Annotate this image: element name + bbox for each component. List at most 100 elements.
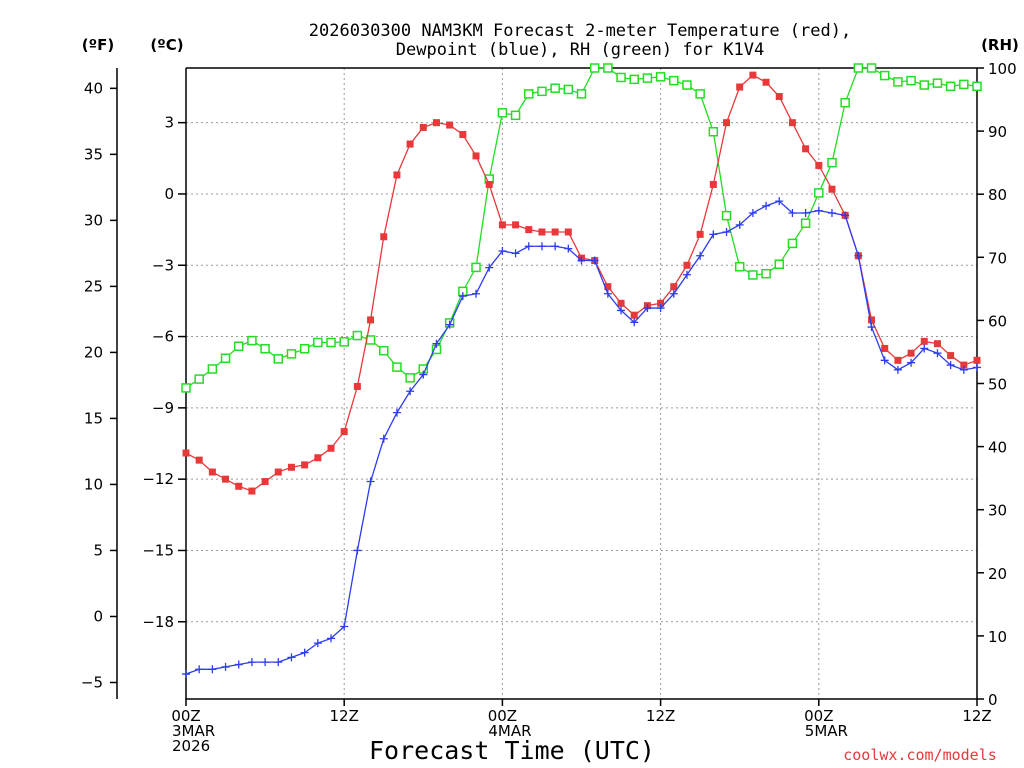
x-tick-label: 12Z — [646, 707, 675, 725]
dewpoint-point — [682, 270, 691, 279]
rh-point — [603, 63, 613, 73]
fahrenheit-tick-label: 35 — [84, 145, 103, 163]
grid-lines — [186, 68, 977, 699]
rh-point — [313, 337, 323, 348]
temperature-point — [762, 78, 770, 86]
rh-point — [471, 262, 481, 273]
dewpoint-point — [841, 211, 850, 220]
temperature-point — [775, 93, 783, 101]
temperature-point — [894, 356, 902, 364]
x-tick-label: 3MAR — [172, 722, 215, 740]
dewpoint-point — [274, 658, 283, 667]
dewpoint-point — [247, 658, 256, 667]
temperature-point — [788, 119, 796, 127]
dewpoint-point — [669, 289, 678, 298]
fahrenheit-tick-label: −5 — [81, 673, 103, 691]
rh-point — [273, 354, 284, 364]
temperature-point — [815, 161, 823, 169]
rh-point — [919, 80, 930, 90]
rh-point — [326, 337, 336, 348]
x-tick-label: 5MAR — [805, 722, 848, 740]
celsius-tick-label: −12 — [142, 470, 174, 488]
dewpoint-point — [880, 356, 889, 365]
rh-point — [194, 374, 204, 384]
rh-tick-label: 50 — [988, 376, 1007, 394]
dewpoint-point — [340, 622, 349, 631]
rh-point — [550, 83, 560, 93]
dewpoint-point — [419, 370, 428, 379]
dewpoint-point — [300, 648, 309, 657]
dewpoint-point — [762, 201, 771, 210]
rh-point — [695, 89, 705, 99]
temperature-point — [973, 356, 981, 364]
dewpoint-point — [920, 344, 929, 353]
temperature-point — [617, 299, 625, 307]
temperature-point — [868, 316, 876, 324]
temperature-line — [185, 74, 978, 492]
dewpoint-point — [221, 662, 230, 671]
rh-point — [629, 74, 639, 85]
rh-point — [286, 349, 297, 359]
temperature-point — [182, 449, 190, 457]
dewpoint-point — [511, 249, 520, 258]
rh-point — [827, 157, 837, 168]
temperature-point — [630, 311, 638, 319]
celsius-tick-label: −9 — [152, 399, 174, 417]
rh-point — [299, 344, 310, 354]
celsius-tick-label: 3 — [164, 114, 174, 132]
dewpoint-point — [577, 256, 586, 265]
temperature-point — [222, 475, 230, 483]
rh-line — [185, 67, 978, 389]
dewpoint-point — [893, 365, 902, 374]
dewpoint-point — [907, 358, 916, 367]
rh-point — [589, 63, 600, 73]
x-tick-label: 00Z — [488, 707, 517, 725]
temperature-point — [670, 283, 678, 291]
rh-point — [655, 72, 666, 82]
dewpoint-point — [564, 244, 573, 253]
dewpoint-point — [327, 634, 336, 643]
rh-point — [497, 108, 508, 118]
dewpoint-point — [590, 256, 599, 265]
rh-point — [840, 97, 850, 108]
fahrenheit-tick-label: 30 — [84, 211, 103, 229]
temperature-point — [419, 123, 427, 131]
dewpoint-point — [195, 665, 204, 674]
credit-text: coolwx.com/models — [843, 746, 997, 764]
dewpoint-point — [406, 387, 415, 396]
temperature-point — [749, 71, 757, 79]
temperature-point — [960, 361, 968, 369]
temperature-point — [947, 352, 955, 360]
dewpoint-point — [485, 263, 494, 272]
rh-tick-label: 90 — [988, 123, 1007, 141]
temperature-point — [472, 152, 480, 160]
rh-point — [260, 344, 270, 354]
celsius-unit-label: (ºC) — [150, 36, 183, 54]
rh-point — [537, 86, 547, 97]
rh-point — [814, 188, 824, 198]
temperature-point — [498, 221, 506, 229]
rh-point — [787, 238, 798, 249]
temperature-point — [287, 463, 295, 471]
rh-point — [945, 81, 956, 92]
fahrenheit-axis-ticks: −5 0 5 10 15 20 25 30 35 40 — [81, 79, 117, 691]
rh-point — [853, 63, 864, 73]
fahrenheit-tick-label: 0 — [93, 607, 103, 625]
rh-point — [748, 270, 758, 280]
dewpoint-point — [748, 208, 757, 217]
rh-point — [642, 73, 653, 83]
dewpoint-point — [551, 242, 560, 251]
temperature-point — [683, 261, 691, 269]
dewpoint-point — [524, 242, 533, 251]
rh-point — [339, 337, 349, 347]
temperature-point — [195, 456, 203, 464]
dewpoint-point — [801, 208, 810, 217]
temperature-point — [881, 344, 889, 352]
dewpoint-point — [735, 220, 744, 229]
x-tick-label: 2026 — [172, 737, 210, 755]
dewpoint-point — [775, 197, 784, 206]
dewpoint-point — [458, 292, 467, 301]
rh-tick-label: 70 — [988, 249, 1007, 267]
celsius-tick-label: −6 — [152, 328, 174, 346]
